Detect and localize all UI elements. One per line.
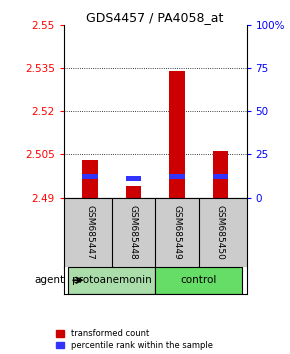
Text: control: control (180, 275, 217, 285)
Bar (169, 71, 184, 198)
Title: GDS4457 / PA4058_at: GDS4457 / PA4058_at (86, 11, 224, 24)
Text: GSM685448: GSM685448 (129, 205, 138, 259)
Bar (155, 267, 242, 294)
Bar (213, 174, 228, 179)
Legend: transformed count, percentile rank within the sample: transformed count, percentile rank withi… (56, 329, 213, 350)
Bar (82, 174, 97, 179)
Bar (68, 267, 155, 294)
Text: GSM685449: GSM685449 (172, 205, 182, 259)
Bar (126, 176, 141, 182)
Bar (213, 152, 228, 198)
Text: agent: agent (35, 275, 65, 285)
Text: protoanemonin: protoanemonin (72, 275, 151, 285)
Bar (126, 186, 141, 198)
Bar (169, 174, 184, 179)
Bar (82, 160, 97, 198)
Text: GSM685450: GSM685450 (216, 205, 225, 259)
Text: GSM685447: GSM685447 (85, 205, 95, 259)
